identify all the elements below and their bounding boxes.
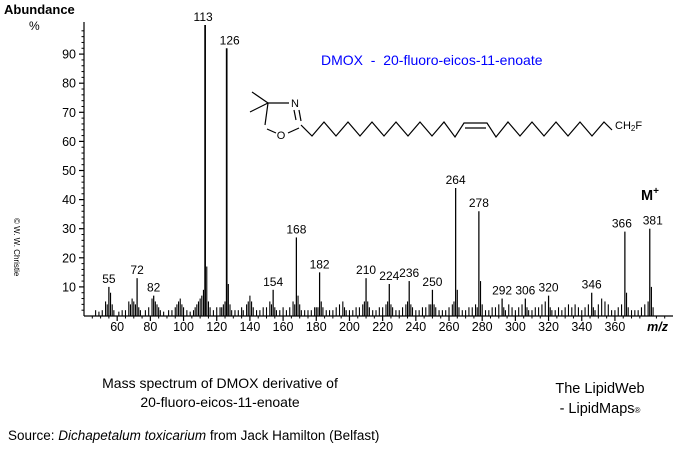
ring-bond-o-c5 [266, 128, 277, 134]
y-tick-label: 70 [62, 106, 76, 120]
peak-label: 381 [643, 214, 663, 228]
peak-label: 366 [612, 217, 632, 231]
peak-label: 168 [286, 222, 306, 236]
nitrogen-label: N [291, 98, 299, 110]
x-tick-label: 340 [571, 320, 592, 334]
peak-label: 72 [130, 263, 144, 277]
peak-label: 346 [582, 278, 602, 292]
source-prefix: Source: [8, 428, 59, 443]
y-tick-label: 60 [62, 135, 76, 149]
y-tick-label: 40 [62, 193, 76, 207]
peak-label: 250 [422, 275, 442, 289]
y-tick-label: 50 [62, 164, 76, 178]
credit-line-2: - LipidMaps® [559, 401, 641, 417]
fluoromethyl-label: CH2F [615, 120, 642, 133]
oxygen-label: O [277, 130, 286, 142]
y-tick-label: 80 [62, 77, 76, 91]
x-tick-label: 160 [273, 320, 294, 334]
peak-label: 236 [399, 266, 419, 280]
x-tick-label: 100 [173, 320, 194, 334]
x-tick-label: 180 [306, 320, 327, 334]
peak-label: 154 [263, 275, 283, 289]
ring-bond-c2-o [287, 127, 300, 134]
x-tick-label: 220 [372, 320, 393, 334]
acyl-chain [300, 121, 613, 139]
x-tick-label: 200 [339, 320, 360, 334]
peak-label: 278 [469, 196, 489, 210]
methyl-bond [251, 91, 269, 104]
chemical-structure [249, 91, 613, 139]
x-tick-label: 300 [505, 320, 526, 334]
registered-mark: ® [634, 406, 641, 415]
structure-atom-labels: N O CH2F [277, 98, 643, 142]
copyright-watermark: © W. W. Christie [12, 218, 21, 277]
caption-line-2: 20-fluoro-eicos-11-enoate [140, 394, 300, 410]
y-tick-label: 20 [62, 251, 76, 265]
structure-overlay: © W. W. Christie N O CH2F [12, 91, 643, 277]
methyl-bond [249, 102, 269, 113]
peak-label: 264 [446, 173, 466, 187]
figure-caption: Mass spectrum of DMOX derivative of 20-f… [60, 374, 380, 412]
ring-double-bond [293, 109, 297, 121]
y-tick-label: 30 [62, 222, 76, 236]
source-suffix: from Jack Hamilton (Belfast) [206, 428, 380, 443]
x-tick-label: 280 [472, 320, 493, 334]
y-tick-label: 90 [62, 48, 76, 62]
source-line: Source: Dichapetalum toxicarium from Jac… [8, 428, 379, 443]
spectrum-chart: 10 20 30 40 50 60 70 80 90 60 80 100 120 140 160 180 200… [62, 10, 673, 334]
ring-bond-n-c2 [298, 109, 302, 122]
source-species: Dichapetalum toxicarium [58, 428, 207, 443]
peak-label: 306 [515, 284, 535, 298]
peak-label: 55 [102, 272, 116, 286]
chart-title: DMOX - 20-fluoro-eicos-11-enoate [321, 52, 543, 68]
peak-label: 113 [194, 10, 213, 24]
x-tick-label: 240 [405, 320, 426, 334]
peak-label: 210 [356, 263, 376, 277]
peak-label: 82 [147, 281, 161, 295]
x-axis-label: m/z [647, 320, 669, 334]
peak-label: 126 [220, 33, 240, 47]
y-axis-title: Abundance [4, 2, 75, 17]
y-tick-label: 10 [62, 280, 76, 294]
ring-bond-c5-c4 [264, 102, 269, 126]
x-tick-label: 260 [439, 320, 460, 334]
caption-line-1: Mass spectrum of DMOX derivative of [102, 375, 338, 391]
y-axis-unit: % [29, 19, 40, 33]
credit-line-1: The LipidWeb [555, 381, 645, 397]
peak-label: 320 [539, 281, 559, 295]
x-tick-label: 140 [239, 320, 260, 334]
x-tick-label: 120 [206, 320, 227, 334]
x-tick-label: 80 [143, 320, 157, 334]
molecular-ion-label: M+ [641, 186, 659, 204]
x-tick-label: 60 [110, 320, 124, 334]
x-tick-label: 320 [538, 320, 559, 334]
peak-label: 224 [379, 269, 399, 283]
peak-label: 182 [310, 257, 330, 271]
x-tick-label: 360 [604, 320, 625, 334]
peak-label: 292 [492, 284, 512, 298]
site-credit: The LipidWeb - LipidMaps® [535, 379, 665, 421]
